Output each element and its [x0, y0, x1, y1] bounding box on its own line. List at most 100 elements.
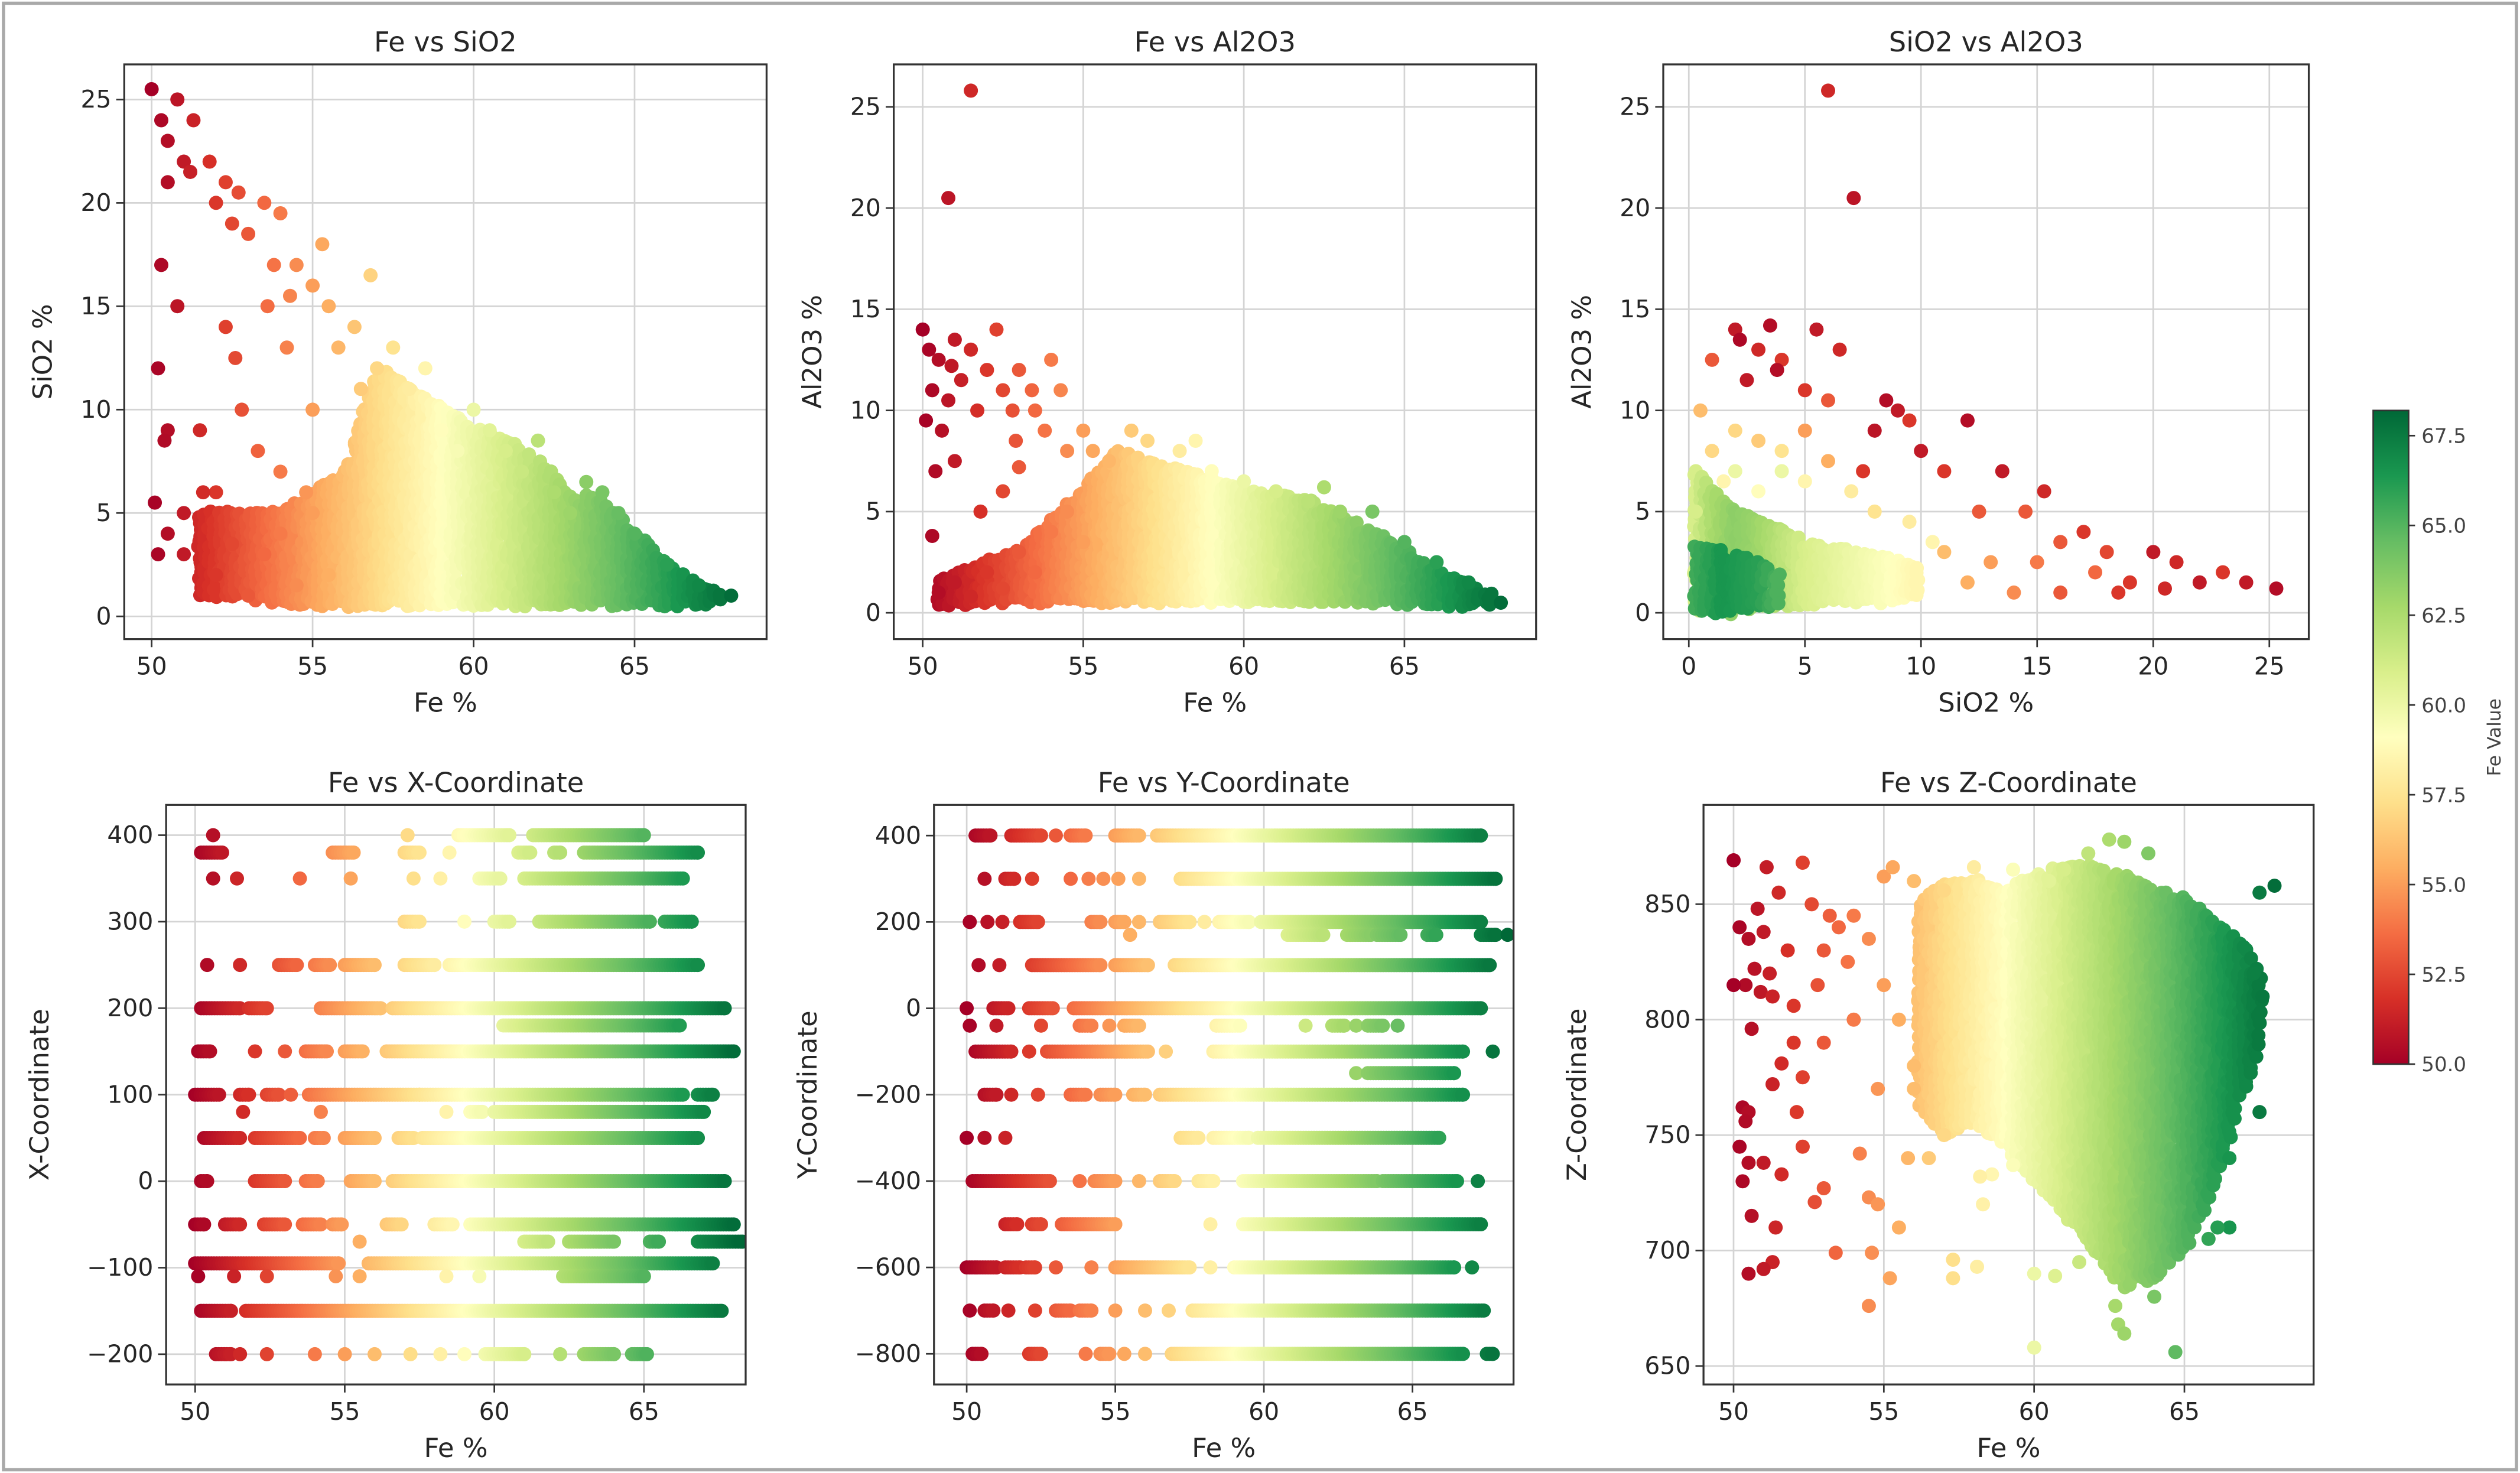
data-point — [1821, 83, 1835, 98]
data-point — [433, 871, 448, 886]
data-point — [1856, 464, 1871, 479]
data-point — [691, 578, 706, 593]
data-point — [1027, 565, 1042, 580]
data-point — [980, 565, 994, 580]
data-point — [273, 206, 288, 220]
data-point — [1705, 444, 1719, 459]
data-point — [228, 350, 243, 365]
data-point — [363, 268, 378, 282]
x-tick-label: 15 — [2022, 652, 2053, 681]
data-point — [996, 383, 1010, 398]
data-point — [1867, 423, 1882, 438]
data-point — [160, 526, 175, 541]
data-point — [2216, 565, 2230, 580]
data-point — [1751, 342, 1766, 357]
data-point — [1482, 597, 1497, 612]
data-point — [2053, 535, 2068, 549]
x-tick-label: 60 — [1228, 652, 1259, 681]
data-point — [1316, 480, 1331, 495]
x-tick-label: 50 — [908, 652, 938, 681]
data-point — [148, 495, 162, 510]
data-point — [305, 278, 320, 293]
data-point — [2169, 555, 2184, 570]
data-point — [305, 402, 320, 417]
data-point — [186, 113, 201, 128]
data-point — [241, 588, 256, 603]
data-point — [925, 383, 939, 398]
data-point — [482, 423, 497, 438]
data-point — [1732, 332, 1747, 347]
data-point — [412, 845, 427, 860]
data-point — [1300, 494, 1315, 509]
data-point — [1204, 464, 1219, 479]
data-point — [257, 196, 272, 210]
data-point — [218, 175, 233, 190]
data-point — [1902, 413, 1917, 428]
data-point — [1728, 423, 1742, 438]
data-point — [1844, 484, 1859, 499]
data-point — [1937, 545, 1952, 560]
y-tick-label: 25 — [1620, 93, 1650, 121]
data-point — [321, 299, 336, 314]
data-point — [563, 506, 578, 521]
data-point — [941, 191, 956, 206]
data-point — [996, 484, 1010, 499]
data-point — [1774, 444, 1789, 459]
data-point — [151, 361, 165, 376]
data-point — [160, 175, 175, 190]
data-point — [1890, 403, 1905, 418]
data-point — [2158, 581, 2172, 596]
data-point — [273, 526, 288, 541]
data-point — [251, 444, 265, 459]
data-point — [964, 83, 978, 98]
y-axis-label: SiO2 % — [27, 304, 58, 399]
y-axis-label: Al2O3 % — [1566, 295, 1597, 409]
data-point — [1995, 464, 2010, 479]
data-point — [553, 845, 568, 860]
data-point — [151, 547, 165, 562]
data-point — [1060, 444, 1075, 459]
data-point — [611, 506, 626, 521]
data-point — [1461, 575, 1476, 590]
data-point — [206, 828, 220, 843]
data-point — [1076, 423, 1091, 438]
data-point — [292, 871, 307, 886]
data-point — [515, 464, 529, 479]
data-point — [1797, 474, 1812, 489]
data-point — [442, 845, 457, 860]
data-point — [2269, 581, 2284, 596]
x-tick-label: 50 — [136, 652, 167, 681]
data-point — [1739, 373, 1754, 388]
data-point — [218, 320, 233, 334]
x-tick-label: 0 — [1681, 652, 1696, 681]
data-point — [290, 958, 304, 973]
data-point — [713, 592, 728, 607]
data-point — [1038, 423, 1052, 438]
x-axis-label: SiO2 % — [1938, 687, 2034, 718]
data-point — [691, 958, 705, 973]
data-point — [1429, 555, 1444, 570]
data-point — [523, 845, 538, 860]
data-point — [1053, 383, 1068, 398]
data-point — [1009, 434, 1023, 448]
data-point — [1076, 535, 1091, 549]
data-point — [157, 433, 172, 448]
data-point — [935, 423, 950, 438]
data-point — [531, 433, 545, 448]
data-point — [289, 578, 304, 593]
data-point — [1770, 363, 1784, 378]
data-point — [1188, 434, 1203, 448]
axes-frame — [893, 63, 1537, 640]
chart-title: SiO2 vs Al2O3 — [1889, 26, 2083, 58]
data-point — [1101, 454, 1116, 469]
data-point — [370, 361, 385, 376]
data-point — [402, 382, 417, 396]
data-point — [144, 82, 159, 96]
data-point — [209, 568, 223, 583]
data-point — [347, 320, 362, 334]
data-point — [1809, 322, 1824, 337]
data-point — [196, 485, 210, 500]
data-point — [1716, 474, 1731, 489]
